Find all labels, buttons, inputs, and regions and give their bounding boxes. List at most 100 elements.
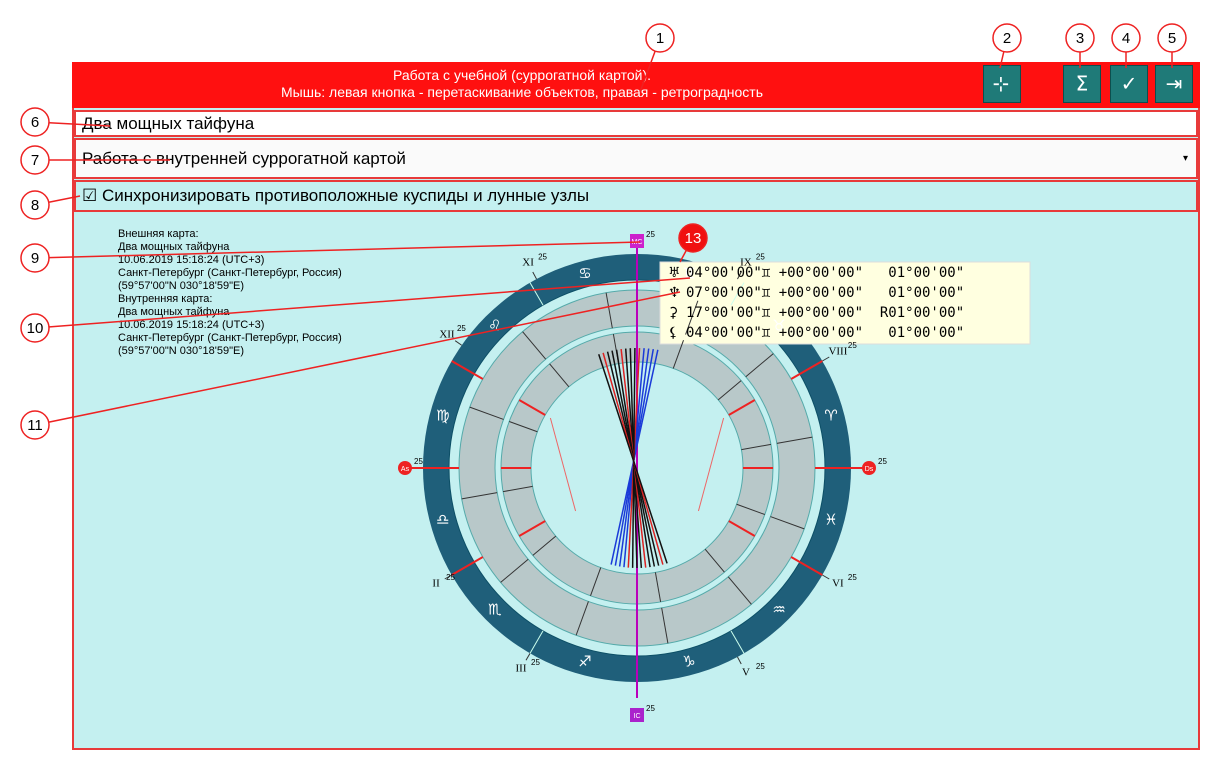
house-label: III	[516, 662, 527, 674]
callout-circle	[645, 23, 675, 53]
house-tick	[737, 656, 742, 665]
tooltip-symbol: ⚸	[668, 325, 678, 341]
house-divider	[469, 406, 504, 420]
house-tick	[525, 653, 531, 661]
chart-name-field[interactable]: Два мощных тайфуна	[74, 110, 1198, 137]
as-marker	[398, 461, 412, 475]
tooltip	[659, 261, 1031, 345]
callout-number: 10	[27, 320, 44, 337]
info-line: 10.06.2019 15:18:24 (UTC+3)	[118, 254, 265, 266]
house-divider	[741, 443, 772, 451]
house-divider	[549, 363, 570, 388]
mode-dropdown[interactable]: Работа с внутренней суррогатной картой ▾	[74, 138, 1198, 179]
info-line: Внешняя карта:	[118, 228, 199, 240]
cusp-line	[790, 360, 823, 380]
house-divider	[776, 436, 813, 444]
house-tick	[444, 574, 452, 580]
sign-divider	[730, 630, 745, 654]
callout-number: 11	[27, 417, 43, 434]
callout-line	[34, 291, 681, 426]
house-tick	[822, 356, 830, 362]
cusp-line	[728, 520, 756, 537]
house-degree: 25	[848, 573, 857, 582]
house-divider	[745, 353, 774, 378]
sign-divider	[529, 630, 544, 654]
cusp-line	[451, 556, 484, 576]
button-icon: ✓	[1121, 72, 1138, 96]
callout-circle	[20, 313, 50, 343]
house-divider	[672, 340, 684, 369]
house-label: XII	[439, 328, 455, 340]
house-divider	[704, 548, 725, 573]
exit-button[interactable]	[1155, 65, 1193, 103]
button-icon: Σ	[1076, 72, 1089, 96]
house-divider	[770, 516, 805, 530]
house-divider	[461, 492, 498, 500]
tooltip-text: 17°00'00"♊ +00°00'00" R01°00'00"	[686, 305, 964, 321]
ds-marker	[862, 461, 876, 475]
ic-label: IC	[634, 713, 641, 720]
callout-number: 8	[31, 197, 39, 214]
info-line: Санкт-Петербург (Санкт-Петербург, Россия…	[118, 332, 342, 344]
tooltip-text: 04°00'00"♊ +00°00'00" 01°00'00"	[686, 265, 964, 281]
callout-circle	[1065, 23, 1095, 53]
mc-marker	[630, 234, 644, 248]
info-line: (59°57'00"N 030°18'59"E)	[118, 345, 245, 357]
sum-button[interactable]	[1063, 65, 1101, 103]
cusp-line	[518, 399, 546, 416]
info-line: (59°57'00"N 030°18'59"E)	[118, 280, 245, 292]
callout-circle	[1111, 23, 1141, 53]
tooltip-text: 04°00'00"♊ +00°00'00" 01°00'00"	[686, 325, 964, 341]
dropdown-arrow: ▾	[1182, 153, 1188, 164]
zodiac-sign: ♋	[578, 264, 591, 282]
house-divider	[575, 601, 589, 636]
house-divider	[509, 421, 538, 433]
tooltip-symbol: ♅	[668, 265, 681, 281]
info-line: Внутренняя карта:	[118, 293, 213, 305]
info-line: 10.06.2019 15:18:24 (UTC+3)	[118, 319, 265, 331]
tooltip-text: 07°00'00"♊ +00°00'00" 01°00'00"	[686, 285, 964, 301]
sync-checkbox[interactable]: ☑ Синхронизировать противоположные куспи…	[74, 180, 1198, 212]
zodiac-sign: ♎	[436, 511, 449, 529]
header-line: Мышь: левая кнопка - перетаскивание объе…	[281, 84, 763, 100]
aspect-line	[697, 417, 725, 512]
zodiac-sign: ♍	[436, 406, 449, 424]
ic-marker	[630, 708, 644, 722]
zodiac-sign: ♓	[824, 511, 837, 529]
button-icon: ⊹	[993, 72, 1010, 96]
ic-degree: 25	[646, 704, 655, 713]
house-label: IX	[740, 257, 752, 269]
cusp-line	[790, 556, 823, 576]
house-divider	[500, 558, 529, 583]
house-divider	[654, 572, 662, 603]
info-line: Два мощных тайфуна	[118, 241, 230, 253]
callout-line	[34, 241, 641, 259]
callout-circle	[20, 190, 50, 220]
house-label: V	[742, 666, 750, 678]
house-divider	[685, 300, 699, 335]
house-degree: 25	[531, 658, 540, 667]
house-divider	[717, 380, 742, 401]
callout-number: 1	[656, 30, 664, 47]
house-label: VI	[832, 578, 844, 590]
sign-divider	[730, 282, 745, 306]
house-degree: 25	[848, 341, 857, 350]
house-divider	[532, 535, 557, 556]
as-degree: 25	[414, 457, 423, 466]
aspect-line	[549, 417, 577, 512]
grid-button[interactable]	[983, 65, 1021, 103]
house-label: II	[432, 578, 440, 590]
house-label: XI	[522, 257, 534, 269]
house-divider	[522, 331, 547, 360]
button-icon: ⇥	[1166, 72, 1183, 96]
callout-circle	[20, 243, 50, 273]
house-tick	[532, 271, 537, 280]
sign-divider	[529, 282, 544, 306]
ok-button[interactable]	[1110, 65, 1148, 103]
house-degree: 25	[756, 252, 765, 261]
house-divider	[502, 485, 533, 493]
cusp-line	[451, 360, 484, 380]
house-degree: 25	[538, 252, 547, 261]
